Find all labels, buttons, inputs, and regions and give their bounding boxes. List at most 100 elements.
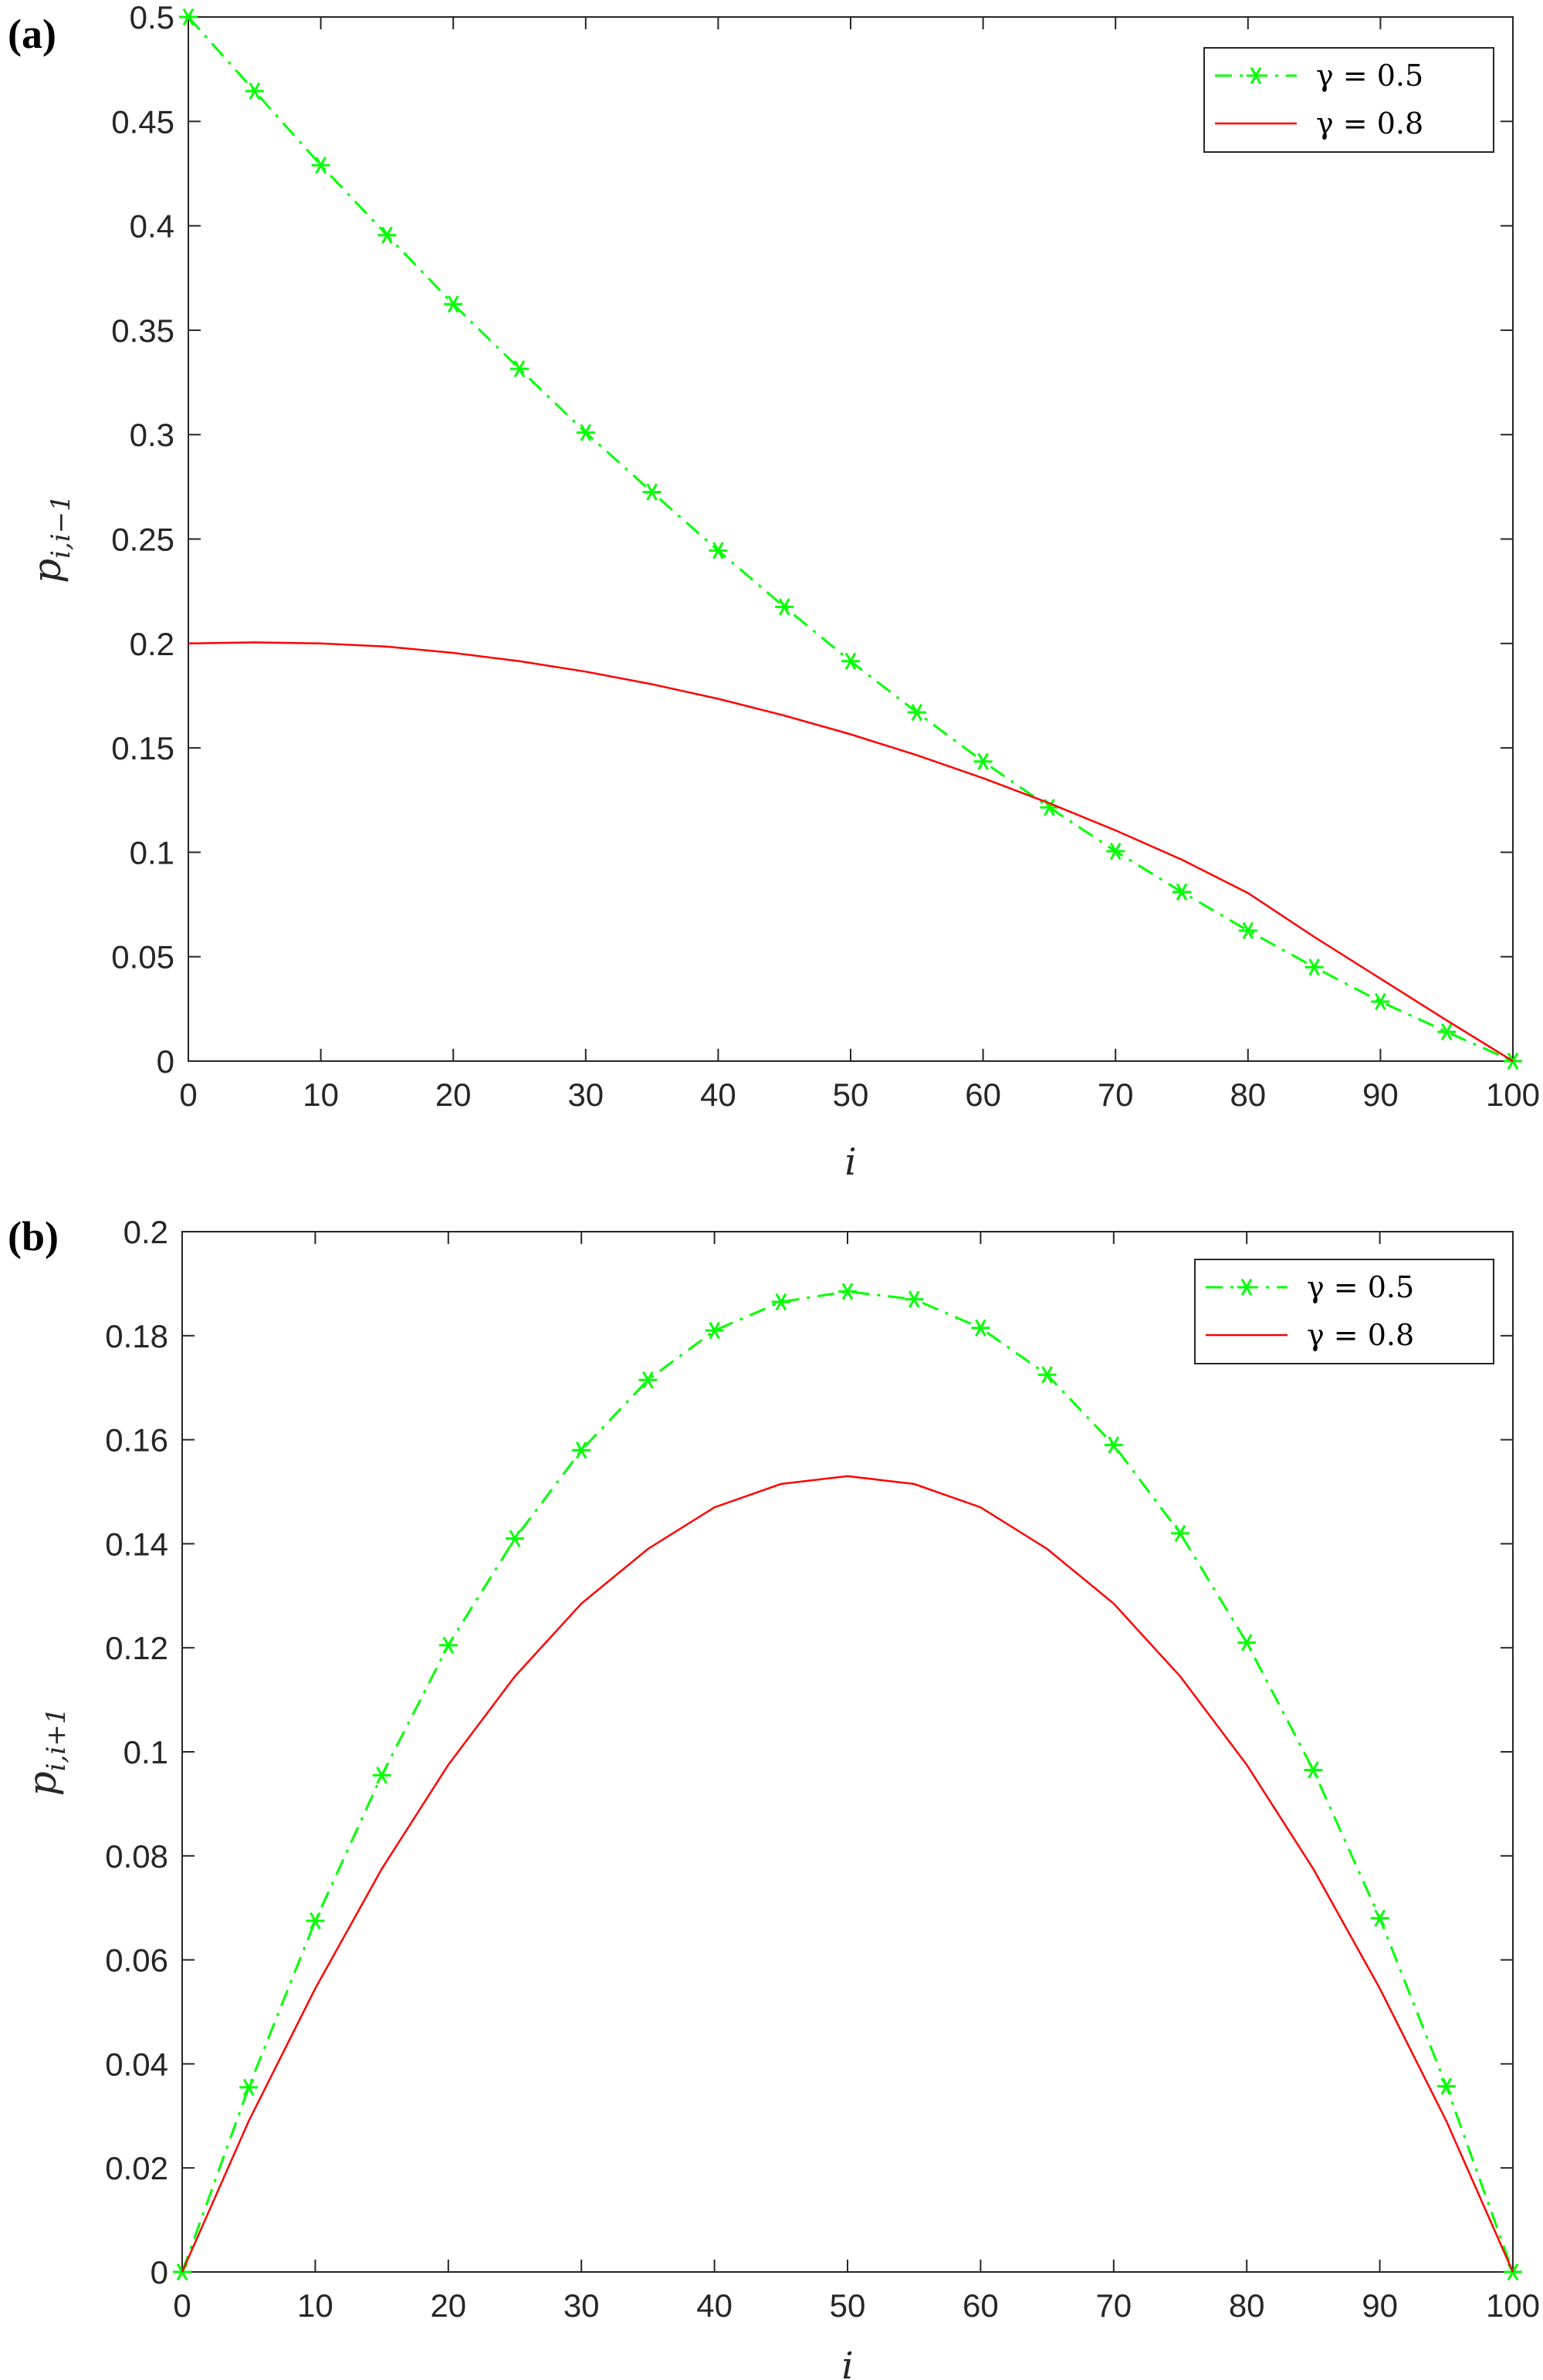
legend-marker [1237, 1278, 1256, 1296]
data-point [1104, 1436, 1123, 1454]
data-point [1037, 1366, 1057, 1384]
data-point [576, 424, 595, 441]
y-tick-label: 0 [157, 1043, 174, 1080]
x-tick-label: 30 [563, 2287, 600, 2324]
data-point [572, 1441, 591, 1459]
y-tick-label: 0.2 [130, 626, 174, 662]
data-point [438, 1636, 458, 1654]
data-point [1238, 921, 1257, 940]
data-point [1237, 1634, 1257, 1651]
y-tick-label: 0.02 [105, 2150, 168, 2186]
legend: γ = 0.5 γ = 0.8 [1203, 47, 1494, 153]
data-point [1171, 1524, 1189, 1543]
y-tick-label: 0.04 [105, 2046, 168, 2082]
y-tick-label: 0.45 [111, 103, 174, 140]
data-point [905, 1290, 924, 1308]
data-point [506, 1530, 524, 1547]
series-line-1 [181, 1475, 1514, 2273]
legend-label-1: γ = 0.8 [1316, 106, 1423, 140]
y-tick-label: 0.2 [124, 1214, 168, 1250]
y-tick-label: 0.3 [130, 417, 174, 453]
data-point [841, 652, 860, 670]
axes-frame [188, 16, 1514, 1062]
x-tick-label: 100 [1486, 2287, 1540, 2324]
series-line-0 [181, 1290, 1514, 2273]
legend-label-1: γ = 0.8 [1307, 1318, 1414, 1352]
data-point [771, 1293, 790, 1311]
legend-label-0: γ = 0.5 [1307, 1270, 1414, 1304]
x-tick-label: 70 [1098, 1077, 1134, 1113]
legend-marker [1247, 66, 1265, 85]
data-point [1436, 2077, 1456, 2095]
data-point [239, 2078, 259, 2096]
data-point [306, 1912, 325, 1930]
x-tick-label: 80 [1230, 1077, 1266, 1113]
panel-label: (b) [8, 1213, 59, 1259]
data-point [709, 542, 728, 560]
x-tick-label: 70 [1095, 2287, 1132, 2324]
y-tick-label: 0.5 [130, 0, 174, 35]
data-point [775, 598, 794, 616]
x-axis-label: i [841, 2345, 853, 2380]
data-point [311, 156, 330, 174]
y-tick-label: 0.18 [105, 1318, 168, 1354]
data-point [1304, 1761, 1323, 1779]
y-axis-label: pi,i−1 [25, 495, 76, 583]
y-tick-label: 0.35 [111, 313, 174, 349]
y-tick-label: 0.1 [130, 834, 174, 871]
x-tick-label: 0 [173, 2287, 191, 2324]
data-point [1172, 883, 1191, 901]
data-point [1370, 1909, 1389, 1927]
data-point [838, 1283, 857, 1300]
data-point [1371, 992, 1390, 1011]
chart-panel-0: 0 10 20 30 40 50 60 70 80 90 100 0 0.05 0.1 0.15 0.2 0.2… [8, 0, 1540, 1184]
y-tick-label: 0.14 [105, 1526, 168, 1562]
data-point [1437, 1023, 1457, 1041]
x-tick-label: 50 [833, 1077, 869, 1113]
x-tick-label: 90 [1362, 1077, 1399, 1113]
y-tick-label: 0.4 [130, 208, 174, 245]
y-tick-label: 0.05 [111, 939, 174, 975]
y-tick-label: 0 [151, 2254, 168, 2290]
data-point [377, 226, 397, 244]
legend-label-0: γ = 0.5 [1316, 59, 1423, 93]
x-tick-label: 50 [830, 2287, 866, 2324]
x-tick-label: 10 [297, 2287, 333, 2324]
x-tick-label: 60 [965, 1077, 1001, 1113]
x-tick-label: 80 [1229, 2287, 1265, 2324]
data-point [971, 1319, 990, 1337]
x-axis-label: i [844, 1141, 856, 1184]
y-axis-label: pi,i+1 [20, 1708, 72, 1797]
x-tick-label: 20 [435, 1077, 472, 1113]
panel-label: (a) [8, 11, 56, 57]
data-point [444, 295, 463, 313]
legend-box [1194, 1259, 1494, 1364]
y-tick-label: 0.15 [111, 730, 174, 766]
y-tick-label: 0.1 [124, 1734, 168, 1770]
data-point [638, 1371, 658, 1389]
data-point [372, 1766, 391, 1784]
x-tick-label: 40 [696, 2287, 733, 2324]
series-line-1 [188, 641, 1514, 1063]
x-tick-label: 90 [1362, 2287, 1398, 2324]
axes-frame [181, 1231, 1514, 2273]
y-tick-label: 0.12 [105, 1630, 168, 1666]
data-point [510, 360, 529, 378]
y-tick-label: 0.08 [105, 1838, 168, 1875]
x-tick-label: 100 [1486, 1077, 1540, 1113]
data-point [907, 703, 926, 722]
data-point [705, 1321, 724, 1340]
x-tick-label: 10 [303, 1077, 339, 1113]
data-point [1106, 842, 1125, 860]
y-tick-label: 0.25 [111, 522, 174, 558]
legend: γ = 0.5 γ = 0.8 [1194, 1259, 1494, 1364]
y-tick-label: 0.06 [105, 1942, 168, 1979]
x-tick-label: 30 [567, 1077, 604, 1113]
y-tick-label: 0.16 [105, 1422, 168, 1459]
x-tick-label: 40 [700, 1077, 736, 1113]
data-point [973, 752, 993, 770]
x-tick-label: 20 [430, 2287, 466, 2324]
data-point [179, 8, 198, 26]
chart-panel-1: 0 10 20 30 40 50 60 70 80 90 100 0 0.02 0.04 0.06 0.08 0… [8, 1213, 1540, 2380]
